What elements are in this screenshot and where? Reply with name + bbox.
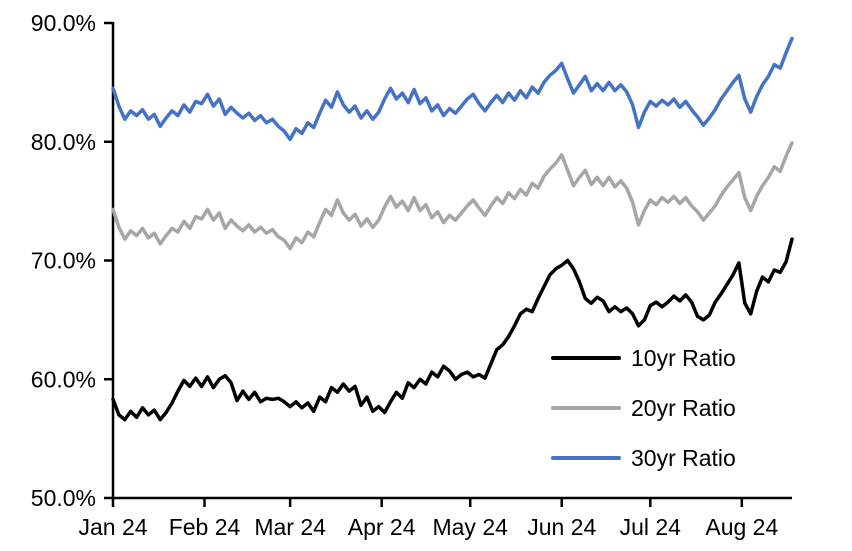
legend-item-10yr-ratio: 10yr Ratio [551,333,736,383]
legend-swatch-10yr-ratio [551,356,621,360]
legend-swatch-30yr-ratio [551,456,621,460]
x-tick-label: Jun 24 [527,514,596,540]
x-tick-label: Jan 24 [78,514,147,540]
y-tick-label: 90.0% [31,10,96,36]
y-tick-label: 80.0% [31,129,96,155]
y-tick-label: 60.0% [31,366,96,392]
series-line-30yr-ratio [111,36,794,142]
series-line-20yr-ratio [111,141,794,251]
legend-item-30yr-ratio: 30yr Ratio [551,433,736,483]
legend-item-20yr-ratio: 20yr Ratio [551,383,736,433]
legend: 10yr Ratio 20yr Ratio 30yr Ratio [551,333,736,483]
legend-swatch-20yr-ratio [551,406,621,410]
legend-label-30yr-ratio: 30yr Ratio [631,444,736,471]
x-tick-label: Mar 24 [254,514,326,540]
x-tick-label: Jul 24 [620,514,682,540]
x-tick-label: Feb 24 [169,514,241,540]
y-tick-label: 70.0% [31,248,96,274]
y-tick-label: 50.0% [31,485,96,511]
x-tick-label: Aug 24 [705,514,778,540]
series-line-10yr-ratio [111,237,794,422]
x-tick-label: Apr 24 [348,514,416,540]
legend-label-20yr-ratio: 20yr Ratio [631,394,736,421]
x-tick-label: May 24 [432,514,508,540]
legend-label-10yr-ratio: 10yr Ratio [631,344,736,371]
